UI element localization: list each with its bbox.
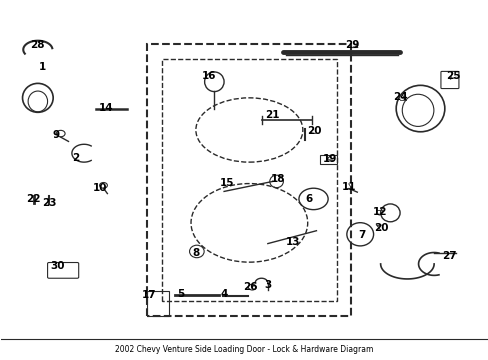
Bar (147, 291, 169, 316)
Text: 24: 24 (392, 92, 407, 102)
Text: 8: 8 (192, 248, 199, 257)
Text: 15: 15 (220, 178, 234, 188)
Text: 17: 17 (141, 290, 156, 300)
Text: 16: 16 (202, 71, 216, 81)
Text: 5: 5 (176, 289, 183, 299)
Text: 13: 13 (285, 237, 300, 247)
Text: 27: 27 (442, 251, 456, 261)
Text: 28: 28 (31, 40, 45, 50)
Text: 20: 20 (306, 126, 321, 136)
Text: 6: 6 (305, 194, 312, 204)
Text: 2: 2 (72, 153, 79, 163)
Text: 1: 1 (39, 63, 46, 72)
Text: 3: 3 (264, 280, 271, 290)
Text: 2002 Chevy Venture Side Loading Door - Lock & Hardware Diagram: 2002 Chevy Venture Side Loading Door - L… (115, 345, 373, 354)
Text: 19: 19 (322, 154, 336, 163)
Text: 26: 26 (243, 282, 257, 292)
Text: 4: 4 (220, 289, 227, 299)
Text: 25: 25 (446, 71, 460, 81)
Text: 29: 29 (345, 40, 359, 50)
Text: 14: 14 (99, 103, 113, 113)
Text: 10: 10 (92, 183, 107, 193)
Text: 20: 20 (374, 222, 388, 233)
Text: 30: 30 (50, 261, 64, 271)
Text: 22: 22 (26, 194, 40, 204)
Text: 18: 18 (270, 174, 284, 184)
Text: 23: 23 (41, 198, 56, 208)
Text: 21: 21 (265, 110, 279, 120)
Text: 9: 9 (52, 130, 59, 140)
Text: 12: 12 (372, 207, 386, 217)
Text: 7: 7 (358, 230, 365, 240)
Text: 11: 11 (341, 182, 356, 192)
Bar (319, 155, 336, 164)
